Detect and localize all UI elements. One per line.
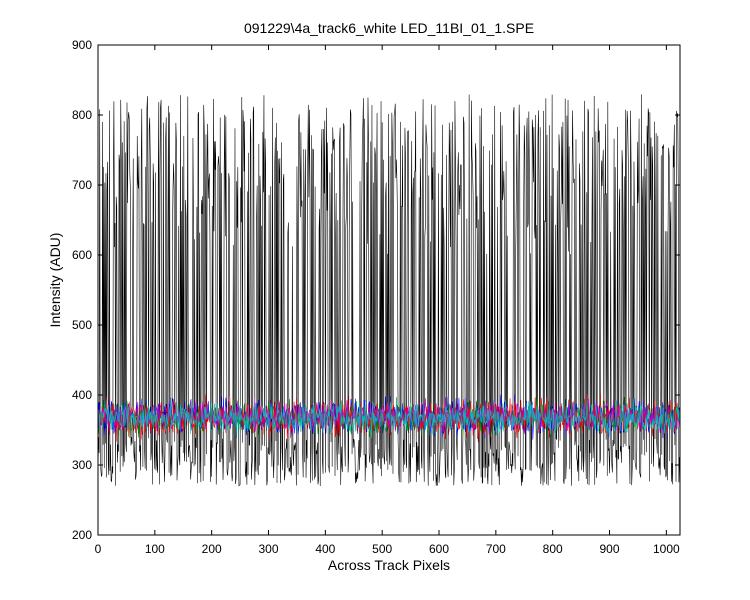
- x-tick-label: 700: [486, 542, 506, 556]
- y-tick-label: 700: [72, 178, 92, 192]
- y-tick-label: 800: [72, 108, 92, 122]
- x-tick-label: 400: [315, 542, 335, 556]
- x-tick-label: 0: [95, 542, 102, 556]
- x-axis-label: Across Track Pixels: [327, 557, 451, 573]
- series-line-6: [97, 397, 680, 439]
- y-tick-label: 500: [72, 318, 92, 332]
- series-line-1: [97, 94, 680, 487]
- y-tick-label: 200: [72, 528, 92, 542]
- x-tick-label: 200: [202, 542, 222, 556]
- chart-title: 091229\4a_track6_white LED_11BI_01_1.SPE: [243, 20, 535, 36]
- x-tick-label: 300: [258, 542, 278, 556]
- y-tick-label: 900: [72, 38, 92, 52]
- x-tick-label: 1000: [653, 542, 680, 556]
- x-tick-label: 100: [145, 542, 165, 556]
- y-axis-label: Intensity (ADU): [47, 232, 63, 328]
- axes-box: [97, 44, 681, 536]
- x-tick-label: 600: [429, 542, 449, 556]
- y-tick-label: 600: [72, 248, 92, 262]
- x-tick-label: 500: [372, 542, 392, 556]
- series-layer: [97, 94, 680, 487]
- x-tick-label: 900: [600, 542, 620, 556]
- y-tick-label: 300: [72, 458, 92, 472]
- y-tick-label: 400: [72, 388, 92, 402]
- x-tick-label: 800: [543, 542, 563, 556]
- tick-layer: 0 100 200 300 400 500 600 700 800 900 1000 200 300 40…: [72, 38, 680, 556]
